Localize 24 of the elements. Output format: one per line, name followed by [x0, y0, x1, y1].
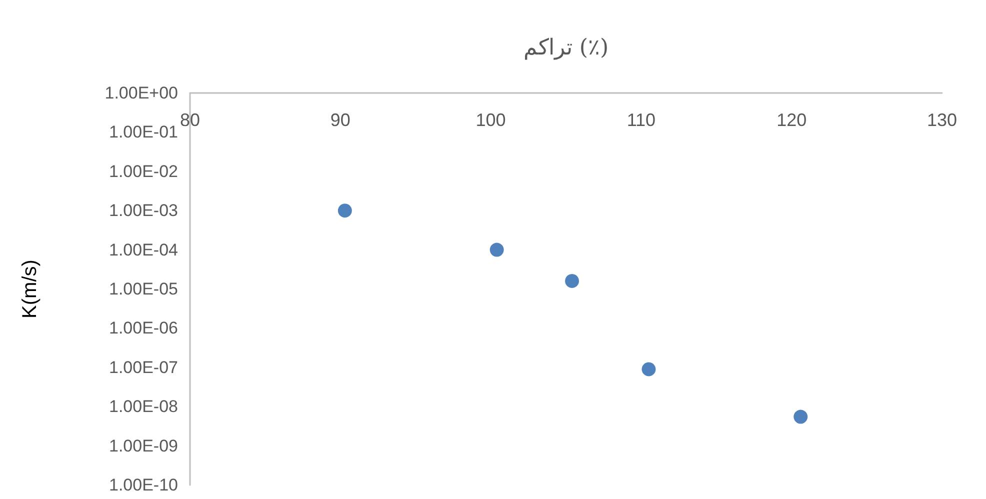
point [642, 362, 656, 376]
x-tick-label: 90 [330, 110, 350, 130]
y-axis-title: K(m/s) [19, 260, 41, 318]
y-tick-label: 1.00E-09 [109, 436, 178, 456]
point [565, 274, 580, 288]
x-axis-title: تراکم (٪) [523, 36, 609, 60]
y-tick-label: 1.00E+00 [104, 84, 178, 102]
y-tick-label: 1.00E-08 [109, 397, 178, 416]
y-tick-label: 1.00E-05 [109, 280, 178, 298]
x-tick-label: 130 [926, 110, 958, 130]
y-tick-label: 1.00E-02 [109, 162, 178, 181]
x-tick-label: 110 [626, 110, 656, 130]
y-tick-label: 1.00E-01 [109, 122, 178, 142]
x-tick-label: 120 [776, 110, 807, 130]
y-tick-label: 1.00E-07 [109, 358, 178, 377]
x-tick-label: 100 [476, 110, 506, 130]
point [338, 204, 352, 218]
y-tick-label: 1.00E-10 [109, 476, 178, 494]
y-tick-label: 1.00E-06 [109, 318, 178, 338]
point [490, 242, 504, 257]
point [794, 410, 808, 424]
y-tick-label: 1.00E-04 [109, 240, 178, 260]
y-tick-label: 1.00E-03 [109, 201, 178, 220]
x-tick-label: 80 [180, 110, 200, 130]
